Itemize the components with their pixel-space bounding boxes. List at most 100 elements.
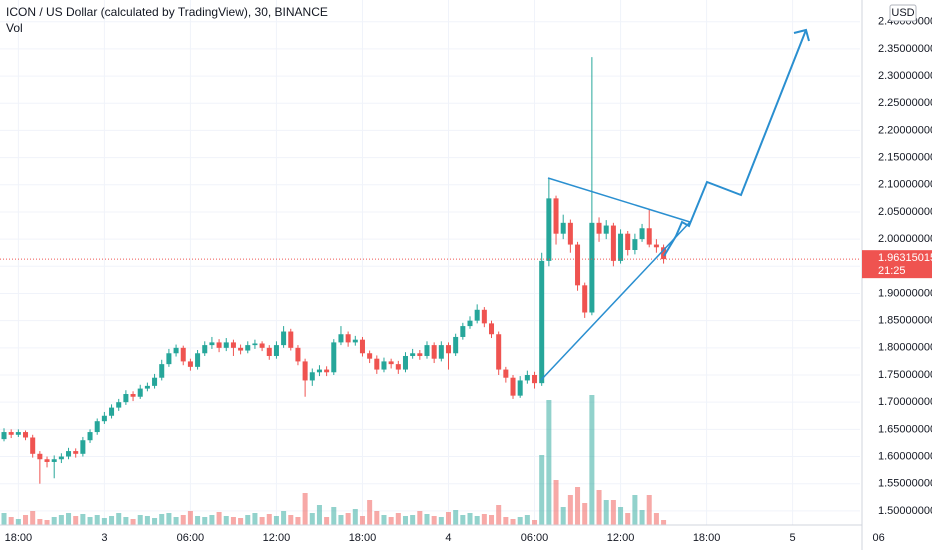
- volume-bar: [582, 503, 588, 525]
- candle-body: [567, 222, 573, 245]
- volume-bar: [30, 511, 36, 525]
- candle-body: [503, 369, 509, 378]
- candle-body: [603, 225, 609, 234]
- volume-bar: [546, 400, 552, 525]
- volume-bar: [73, 516, 79, 525]
- candle-body: [30, 437, 36, 454]
- triangle-lower-line: [540, 221, 691, 381]
- volume-bar: [453, 510, 459, 525]
- candle-body: [625, 233, 631, 250]
- volume-bar: [324, 517, 330, 525]
- x-tick-label: 06:00: [521, 532, 549, 544]
- volume-bar: [567, 495, 573, 525]
- volume-bar: [152, 518, 158, 525]
- volume-bar: [532, 520, 538, 525]
- volume-bar: [202, 517, 208, 525]
- candle-body: [510, 377, 516, 396]
- candle-body: [661, 247, 667, 260]
- candle-body: [223, 342, 229, 348]
- candle-body: [8, 432, 14, 435]
- candle-body: [51, 459, 57, 462]
- volume-bar: [445, 512, 452, 525]
- y-tick-label: 1.85000000: [878, 315, 932, 327]
- volume-bar: [603, 500, 609, 525]
- volume-bar: [560, 507, 566, 525]
- volume-bar: [596, 490, 602, 525]
- volume-bar: [66, 513, 72, 525]
- volume-bar: [625, 513, 631, 525]
- y-tick-label: 1.60000000: [878, 450, 932, 462]
- volume-bar: [187, 511, 193, 525]
- volume-bar: [417, 511, 423, 525]
- volume-bar: [661, 520, 667, 525]
- volume-bar: [632, 495, 638, 525]
- volume-bar: [316, 505, 322, 525]
- candle-body: [539, 260, 545, 384]
- candle-body: [230, 342, 236, 348]
- drawings: [540, 28, 810, 381]
- x-tick-label: 12:00: [607, 532, 635, 544]
- triangle-upper-line: [547, 177, 691, 223]
- currency-box[interactable]: [889, 4, 917, 22]
- candle-body: [489, 323, 495, 335]
- y-tick-label: 1.70000000: [878, 396, 932, 408]
- candle-body: [424, 345, 430, 356]
- candle-body: [302, 361, 308, 381]
- candle-body: [524, 375, 530, 381]
- candle-body: [410, 353, 416, 356]
- candle-body: [496, 334, 502, 370]
- volume-bar: [252, 513, 258, 525]
- grid: [0, 0, 860, 525]
- candle-body: [58, 456, 64, 460]
- volume-bar: [302, 493, 308, 525]
- forecast-arrow: [663, 29, 807, 257]
- candle-body: [130, 394, 136, 397]
- volume-bar: [44, 520, 50, 525]
- candle-body: [402, 355, 408, 370]
- candle-body: [653, 244, 659, 248]
- candle-body: [94, 421, 100, 433]
- candle-body: [596, 222, 602, 234]
- volume-bar: [395, 513, 401, 525]
- volume-bar: [510, 519, 516, 525]
- volume-bar: [610, 500, 616, 525]
- candle-body: [575, 244, 581, 286]
- volume-bar: [331, 507, 337, 525]
- candle-body: [589, 222, 595, 313]
- volume-bar: [496, 505, 502, 525]
- y-tick-label: 2.25000000: [878, 97, 932, 109]
- candle-body: [331, 342, 337, 373]
- y-tick-label: 1.55000000: [878, 478, 932, 490]
- candle-body: [238, 347, 244, 351]
- candle-body: [324, 369, 330, 373]
- volume-bar: [209, 515, 215, 525]
- volume-bar: [503, 517, 509, 525]
- candle-body: [467, 320, 473, 327]
- volume-bar: [352, 509, 358, 525]
- candle-body: [281, 331, 287, 346]
- candle-body: [152, 377, 158, 386]
- volume-bar: [288, 515, 294, 525]
- x-tick-label: 06:00: [177, 532, 205, 544]
- candle-body: [116, 402, 122, 408]
- candle-body: [582, 285, 588, 313]
- candle-body: [532, 375, 538, 384]
- last-price-label: 1.96315015: [878, 252, 932, 264]
- volume-bar: [230, 517, 236, 525]
- x-tick-label: 18:00: [5, 532, 33, 544]
- candle-body: [44, 459, 50, 462]
- x-tick-label: 18:00: [349, 532, 377, 544]
- candle-body: [137, 388, 143, 397]
- volume-bar: [367, 500, 373, 525]
- volume-bar: [309, 513, 315, 525]
- volume-bar: [1, 513, 7, 525]
- volume-bar: [646, 495, 652, 525]
- currency-label[interactable]: USD: [891, 7, 914, 19]
- volume-bar: [653, 513, 659, 525]
- candle-body: [417, 353, 423, 356]
- chart-title: ICON / US Dollar (calculated by TradingV…: [6, 5, 328, 19]
- candle-body: [195, 353, 201, 367]
- candle-body: [216, 342, 222, 348]
- volume-bar: [94, 515, 100, 525]
- volume-bar: [123, 517, 129, 525]
